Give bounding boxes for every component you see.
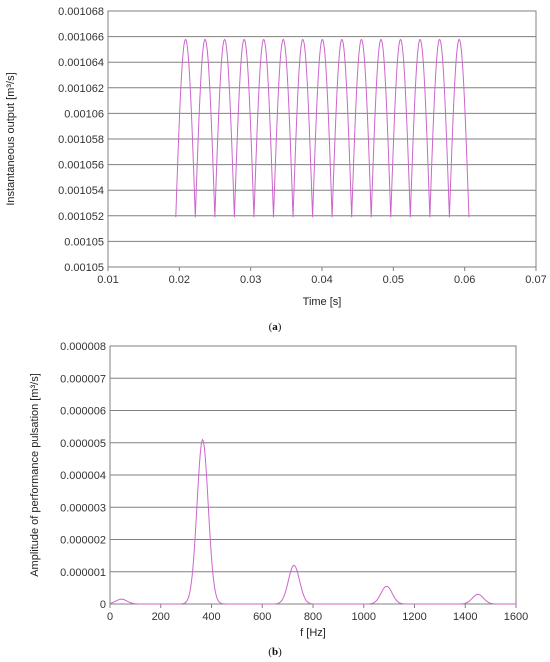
x-tick-label: 0: [107, 611, 113, 623]
x-tick-label: 0.05: [383, 274, 404, 286]
y-tick-label: 0.001062: [58, 83, 104, 95]
chart-a: 0.00105 0.00105 0.001052 0.001054 0.001056 0.…: [5, 6, 547, 333]
x-tick-label: 0.07: [525, 274, 546, 286]
chart-a-gridlines: [108, 10, 536, 268]
y-tick-label: 0.001068: [58, 6, 104, 18]
chart-a-series-line: [175, 38, 470, 218]
y-tick-label: 0.001054: [58, 185, 104, 197]
x-tick-label: 600: [253, 611, 271, 623]
chart-b-caption-letter: b: [272, 646, 278, 658]
x-tick-label: 1600: [504, 611, 528, 623]
chart-b-y-tick-labels: 0 0.000001 0.000002 0.000003 0.000004 0.00000…: [60, 341, 106, 611]
x-tick-label: 1000: [352, 611, 376, 623]
y-tick-label: 0.000005: [60, 438, 106, 450]
x-tick-label: 1200: [402, 611, 426, 623]
x-tick-label: 800: [304, 611, 322, 623]
x-tick-label: 0.06: [454, 274, 475, 286]
y-tick-label: 0.000008: [60, 341, 106, 353]
y-tick-label: 0.000007: [60, 373, 106, 385]
y-tick-label: 0.00105: [64, 236, 104, 248]
y-tick-label: 0.00106: [64, 108, 104, 120]
chart-b-y-axis-label: Amplitude of performance pulsation [m³/s…: [29, 373, 41, 577]
chart-a-x-axis-label: Time [s]: [303, 296, 342, 308]
chart-a-caption: (a): [269, 321, 282, 333]
x-tick-label: 0.02: [169, 274, 190, 286]
chart-b-x-axis-label: f [Hz]: [300, 627, 326, 639]
y-tick-label: 0.00105: [64, 262, 104, 274]
x-tick-label: 0.04: [311, 274, 332, 286]
chart-a-y-axis-label: Instantaneous output [m³/s]: [5, 72, 17, 205]
chart-a-y-tick-labels: 0.00105 0.00105 0.001052 0.001054 0.001056 0.…: [58, 6, 104, 274]
chart-b-series-line: [109, 438, 516, 605]
x-tick-label: 0.03: [240, 274, 261, 286]
y-tick-label: 0.000004: [60, 470, 106, 482]
chart-a-caption-letter: a: [272, 321, 278, 333]
y-tick-label: 0.001066: [58, 32, 104, 44]
y-tick-label: 0.001064: [58, 57, 104, 69]
chart-b: 0 0.000001 0.000002 0.000003 0.000004 0.00000…: [29, 341, 528, 658]
y-tick-label: 0.000002: [60, 535, 106, 547]
y-tick-label: 0.001058: [58, 134, 104, 146]
x-tick-label: 200: [152, 611, 170, 623]
y-tick-label: 0: [100, 599, 106, 611]
x-tick-label: 1400: [453, 611, 477, 623]
y-tick-label: 0.001056: [58, 160, 104, 172]
y-tick-label: 0.000006: [60, 406, 106, 418]
chart-b-caption: (b): [268, 646, 282, 658]
chart-a-x-tick-labels: 0.01 0.02 0.03 0.04 0.05 0.06 0.07: [97, 267, 547, 286]
chart-b-gridlines: [110, 345, 516, 605]
chart-b-x-tick-labels: 0 200 400 600 800 1000 1200 1400 1600: [107, 604, 528, 623]
x-tick-label: 0.01: [97, 274, 118, 286]
y-tick-label: 0.000001: [60, 567, 106, 579]
y-tick-label: 0.000003: [60, 502, 106, 514]
x-tick-label: 400: [202, 611, 220, 623]
y-tick-label: 0.001052: [58, 211, 104, 223]
